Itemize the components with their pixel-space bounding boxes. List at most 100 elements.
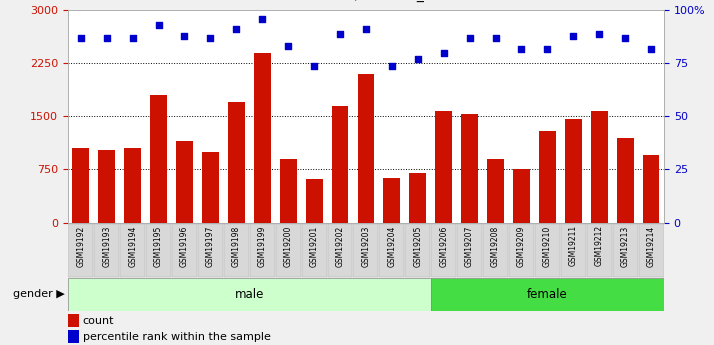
- Text: GSM19193: GSM19193: [102, 225, 111, 267]
- Bar: [198, 224, 223, 277]
- Point: [308, 63, 320, 68]
- Bar: [539, 131, 555, 223]
- Bar: [431, 278, 664, 310]
- Text: GSM19194: GSM19194: [128, 225, 137, 267]
- Bar: [176, 141, 193, 223]
- Bar: [535, 224, 560, 277]
- Text: GSM19205: GSM19205: [413, 225, 422, 267]
- Bar: [509, 224, 534, 277]
- Bar: [120, 224, 145, 277]
- Point: [283, 44, 294, 49]
- Bar: [565, 119, 582, 223]
- Bar: [328, 224, 353, 277]
- Bar: [224, 224, 248, 277]
- Text: GSM19202: GSM19202: [336, 225, 344, 267]
- Bar: [406, 224, 431, 277]
- Text: GSM19214: GSM19214: [647, 225, 655, 267]
- Text: GSM19212: GSM19212: [595, 225, 604, 266]
- Point: [568, 33, 579, 39]
- Bar: [487, 159, 504, 223]
- Bar: [331, 106, 348, 223]
- Text: gender ▶: gender ▶: [13, 289, 64, 299]
- Bar: [513, 169, 530, 223]
- Bar: [172, 224, 197, 277]
- Bar: [150, 95, 167, 223]
- Point: [464, 35, 476, 41]
- Bar: [69, 224, 94, 277]
- Text: GSM19213: GSM19213: [620, 225, 630, 267]
- Bar: [353, 224, 378, 277]
- Bar: [613, 224, 638, 277]
- Bar: [146, 224, 171, 277]
- Text: GSM19199: GSM19199: [258, 225, 267, 267]
- Point: [256, 16, 268, 22]
- Bar: [409, 173, 426, 223]
- Point: [178, 33, 190, 39]
- Text: GSM19208: GSM19208: [491, 225, 500, 267]
- Bar: [587, 224, 612, 277]
- Bar: [379, 224, 404, 277]
- Point: [490, 35, 501, 41]
- Text: GSM19201: GSM19201: [310, 225, 318, 267]
- Bar: [638, 224, 663, 277]
- Text: GSM19196: GSM19196: [180, 225, 189, 267]
- Bar: [72, 148, 89, 223]
- Point: [516, 46, 527, 51]
- Text: GDS564 / 218487_at: GDS564 / 218487_at: [294, 0, 438, 2]
- Point: [386, 63, 398, 68]
- Bar: [561, 224, 585, 277]
- Bar: [68, 314, 79, 327]
- Bar: [461, 114, 478, 223]
- Bar: [124, 148, 141, 223]
- Point: [334, 31, 346, 37]
- Bar: [358, 74, 374, 223]
- Bar: [590, 111, 608, 223]
- Point: [127, 35, 139, 41]
- Bar: [202, 152, 218, 223]
- Bar: [306, 179, 323, 223]
- Text: GSM19197: GSM19197: [206, 225, 215, 267]
- Bar: [383, 178, 401, 223]
- Point: [360, 27, 371, 32]
- Bar: [436, 111, 452, 223]
- Text: GSM19198: GSM19198: [232, 225, 241, 267]
- Text: GSM19192: GSM19192: [76, 225, 85, 267]
- Bar: [68, 278, 431, 310]
- Point: [620, 35, 631, 41]
- Text: percentile rank within the sample: percentile rank within the sample: [83, 332, 271, 342]
- Text: GSM19195: GSM19195: [154, 225, 163, 267]
- Bar: [68, 330, 79, 343]
- Point: [542, 46, 553, 51]
- Bar: [253, 53, 271, 223]
- Point: [205, 35, 216, 41]
- Bar: [99, 150, 115, 223]
- Bar: [643, 155, 660, 223]
- Point: [101, 35, 112, 41]
- Text: GSM19210: GSM19210: [543, 225, 552, 267]
- Point: [153, 22, 164, 28]
- Text: GSM19206: GSM19206: [439, 225, 448, 267]
- Bar: [280, 159, 296, 223]
- Text: GSM19207: GSM19207: [465, 225, 474, 267]
- Bar: [250, 224, 275, 277]
- Point: [438, 50, 449, 56]
- Text: male: male: [235, 288, 264, 300]
- Text: GSM19211: GSM19211: [569, 225, 578, 266]
- Point: [75, 35, 86, 41]
- Bar: [483, 224, 508, 277]
- Bar: [617, 138, 633, 223]
- Point: [231, 27, 242, 32]
- Point: [645, 46, 657, 51]
- Text: GSM19204: GSM19204: [388, 225, 396, 267]
- Text: GSM19203: GSM19203: [361, 225, 371, 267]
- Bar: [431, 224, 456, 277]
- Bar: [457, 224, 482, 277]
- Point: [593, 31, 605, 37]
- Bar: [301, 224, 326, 277]
- Point: [412, 56, 423, 62]
- Text: female: female: [527, 288, 568, 300]
- Text: GSM19209: GSM19209: [517, 225, 526, 267]
- Text: GSM19200: GSM19200: [283, 225, 293, 267]
- Bar: [276, 224, 301, 277]
- Bar: [94, 224, 119, 277]
